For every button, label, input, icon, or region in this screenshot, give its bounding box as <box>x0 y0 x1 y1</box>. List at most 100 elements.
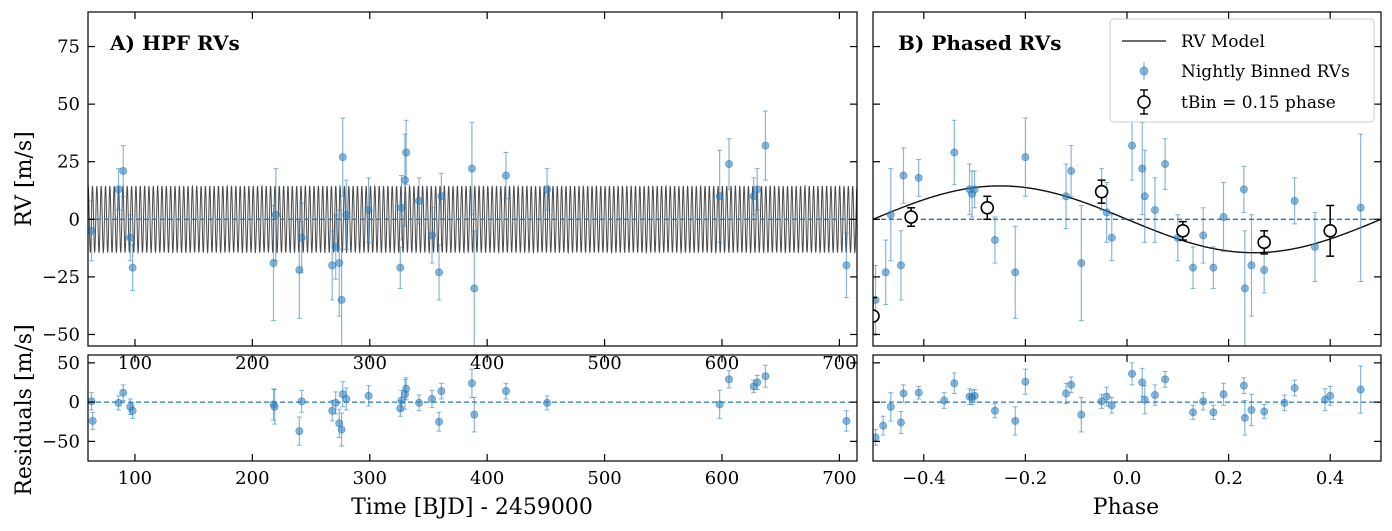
data-point <box>950 148 959 157</box>
data-point <box>1247 261 1256 270</box>
data-point <box>364 206 373 215</box>
data-point <box>470 410 479 419</box>
data-point <box>119 166 128 175</box>
data-point <box>1150 206 1159 215</box>
data-point <box>914 173 923 182</box>
data-point <box>396 404 405 413</box>
data-point <box>88 397 96 406</box>
data-point <box>467 164 476 173</box>
x-tick-label: 300 <box>353 468 387 489</box>
y-tick-label: −50 <box>42 324 80 345</box>
legend-bins-marker <box>1137 95 1151 109</box>
data-point <box>128 263 137 272</box>
data-point <box>1021 377 1030 386</box>
data-point <box>342 394 351 403</box>
data-point <box>1140 395 1149 404</box>
data-point <box>881 268 890 277</box>
data-point <box>896 418 905 427</box>
data-point <box>415 196 424 205</box>
data-point <box>761 372 770 381</box>
data-point <box>364 391 373 400</box>
data-point <box>338 153 347 162</box>
panel-b-residuals: −0.4 −0.2 0.0 0.2 0.4 <box>872 354 1382 489</box>
data-point <box>88 226 96 235</box>
y-tick-label: −50 <box>42 431 80 452</box>
data-point <box>1260 265 1269 274</box>
binned-point <box>1094 184 1109 199</box>
data-point <box>119 388 128 397</box>
data-point <box>990 406 999 415</box>
data-point <box>1356 203 1365 212</box>
legend: RV Model Nightly Binned RVs tBin = 0.15 … <box>1109 18 1375 123</box>
data-point <box>1240 284 1249 293</box>
data-point <box>543 398 552 407</box>
data-point <box>427 231 436 240</box>
data-point <box>400 176 409 185</box>
data-point <box>297 233 306 242</box>
data-point <box>543 185 552 194</box>
axes-frame <box>87 354 858 462</box>
data-point <box>896 261 905 270</box>
data-point <box>331 398 340 407</box>
data-point <box>1138 164 1147 173</box>
data-point <box>435 268 444 277</box>
data-point <box>1356 385 1365 394</box>
y-tick-label: 0 <box>69 209 80 230</box>
phase-axis-label: Phase <box>1093 495 1159 520</box>
panel-a-title: A) HPF RVs <box>109 31 240 55</box>
data-point <box>1077 259 1086 268</box>
data-point <box>1102 208 1111 217</box>
x-tick-label: 0.2 <box>1214 468 1243 489</box>
legend-frame <box>1109 18 1375 123</box>
data-point <box>753 185 762 194</box>
data-point <box>990 236 999 245</box>
data-point <box>402 148 411 157</box>
data-point <box>270 402 279 411</box>
data-point <box>950 379 959 388</box>
y-tick-label: 25 <box>57 152 80 173</box>
data-point <box>1310 242 1319 251</box>
data-point <box>715 400 724 409</box>
data-point <box>1209 263 1218 272</box>
data-point <box>1107 233 1116 242</box>
data-point <box>1189 408 1198 417</box>
binned-point <box>873 309 880 323</box>
data-point <box>1280 398 1289 407</box>
data-point <box>1260 407 1269 416</box>
binned-point <box>980 200 995 215</box>
axes-frame <box>872 354 1382 462</box>
legend-model-label: RV Model <box>1181 32 1265 52</box>
data-point <box>1239 185 1248 194</box>
data-point <box>397 203 406 212</box>
axes-frame <box>87 11 858 347</box>
data-point <box>114 185 123 194</box>
data-point <box>1290 196 1299 205</box>
x-tick-label: 400 <box>470 468 504 489</box>
data-point <box>1161 375 1170 384</box>
time-axis-label: Time [BJD] - 2459000 <box>351 495 593 520</box>
data-point <box>1247 405 1256 414</box>
y-tick-label: 0 <box>69 392 80 413</box>
data-point <box>1219 213 1228 222</box>
data-point <box>1209 408 1218 417</box>
x-tick-label: −0.4 <box>902 468 946 489</box>
data-point <box>1290 383 1299 392</box>
data-point <box>402 384 411 393</box>
data-point <box>970 185 979 194</box>
data-point <box>725 375 734 384</box>
data-point <box>1067 166 1076 175</box>
data-point <box>749 192 758 201</box>
x-tick-label: 100 <box>118 468 152 489</box>
data-point <box>114 398 123 407</box>
data-point <box>396 263 405 272</box>
plot-area <box>873 110 1381 346</box>
x-tick-label: 600 <box>705 353 739 374</box>
x-tick-label: 100 <box>118 353 152 374</box>
x-tick-label: −0.2 <box>1004 468 1048 489</box>
data-point <box>1219 390 1228 399</box>
rv-model-line <box>873 185 1381 254</box>
data-point <box>1161 160 1170 169</box>
data-point <box>1326 391 1335 400</box>
data-point <box>1140 192 1149 201</box>
x-tick-label: 400 <box>470 353 504 374</box>
